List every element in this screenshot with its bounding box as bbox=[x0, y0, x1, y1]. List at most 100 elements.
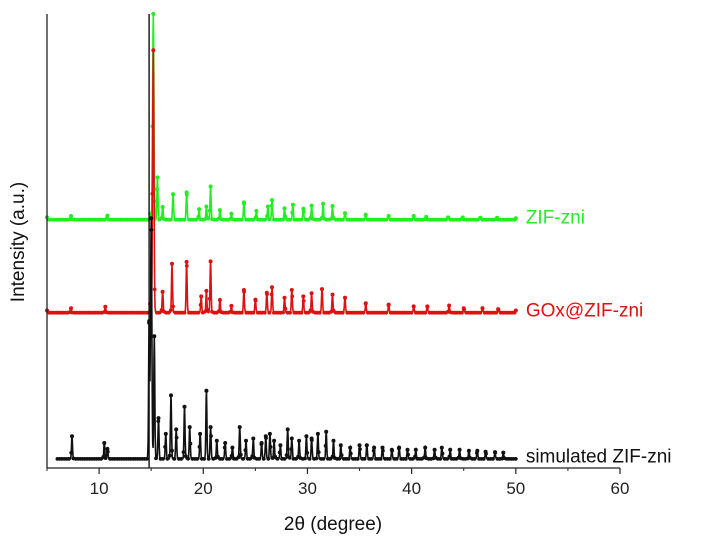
peak-point bbox=[289, 288, 294, 292]
data-point bbox=[183, 454, 188, 459]
data-point bbox=[202, 457, 207, 461]
data-point bbox=[299, 310, 304, 315]
data-point bbox=[307, 457, 312, 461]
peak-point bbox=[309, 203, 314, 208]
peak-point bbox=[483, 449, 488, 454]
data-point bbox=[196, 214, 201, 219]
peak-point bbox=[229, 303, 234, 308]
peak-point bbox=[253, 297, 258, 302]
series-line bbox=[46, 50, 517, 314]
data-point bbox=[239, 217, 244, 222]
peak-point bbox=[478, 215, 483, 220]
data-point bbox=[410, 457, 415, 461]
peak-point bbox=[446, 215, 451, 220]
peak-point bbox=[204, 288, 209, 293]
peak-point bbox=[425, 304, 430, 309]
peak-point bbox=[320, 287, 324, 292]
data-point bbox=[438, 457, 443, 461]
data-point bbox=[293, 457, 298, 461]
peak-point bbox=[460, 215, 465, 220]
data-point bbox=[340, 310, 345, 315]
peak-point bbox=[251, 436, 256, 441]
series-markers bbox=[45, 12, 518, 222]
peak-point bbox=[330, 292, 335, 297]
data-point bbox=[220, 457, 225, 461]
data-point bbox=[149, 228, 154, 232]
data-point bbox=[413, 454, 417, 459]
peak-point bbox=[315, 431, 320, 436]
peak-point bbox=[184, 259, 189, 264]
peak-point bbox=[331, 438, 336, 443]
data-point bbox=[283, 214, 288, 219]
peak-point bbox=[290, 202, 295, 207]
data-point bbox=[358, 447, 362, 451]
data-point bbox=[184, 264, 189, 268]
peak-point bbox=[170, 261, 174, 266]
peak-point bbox=[372, 445, 377, 450]
peak-point bbox=[413, 447, 418, 452]
peak-point bbox=[282, 206, 287, 211]
peak-point bbox=[285, 427, 290, 432]
data-point bbox=[168, 308, 173, 312]
data-point bbox=[150, 191, 155, 196]
data-point bbox=[144, 457, 149, 461]
data-point bbox=[491, 457, 495, 461]
data-point bbox=[337, 456, 342, 461]
series-label: GOx@ZIF-zni bbox=[526, 300, 643, 321]
data-point bbox=[387, 457, 392, 461]
data-point bbox=[166, 310, 171, 315]
data-point bbox=[216, 454, 220, 459]
x-ticks: 10 20 30 40 50 60 bbox=[46, 468, 629, 498]
data-point bbox=[168, 217, 173, 222]
data-point bbox=[331, 308, 336, 313]
data-point bbox=[170, 448, 174, 453]
peak-point bbox=[278, 443, 283, 448]
peak-point bbox=[338, 443, 343, 448]
peak-point bbox=[493, 450, 497, 455]
peak-point bbox=[198, 431, 203, 436]
peak-point bbox=[169, 393, 173, 398]
data-point bbox=[306, 310, 311, 315]
data-point bbox=[265, 214, 269, 219]
peak-point bbox=[448, 447, 453, 452]
data-point bbox=[182, 310, 187, 315]
data-point bbox=[378, 457, 383, 461]
data-point bbox=[181, 450, 186, 454]
x-tick-label: 30 bbox=[298, 479, 317, 498]
peak-point bbox=[187, 425, 192, 430]
data-point bbox=[266, 456, 271, 461]
peak-point bbox=[270, 285, 274, 290]
data-point bbox=[179, 457, 184, 461]
series-labels: ZIF-zni GOx@ZIF-zni simulated ZIF-zni bbox=[526, 207, 672, 467]
data-point bbox=[195, 457, 200, 461]
data-point bbox=[290, 210, 295, 215]
data-point bbox=[316, 450, 321, 455]
data-point bbox=[288, 310, 292, 315]
peak-point bbox=[265, 204, 270, 209]
data-point bbox=[384, 217, 389, 222]
data-point bbox=[513, 457, 518, 461]
peak-point bbox=[348, 445, 353, 450]
data-point bbox=[269, 292, 274, 297]
data-point bbox=[369, 457, 374, 461]
data-point bbox=[198, 303, 203, 307]
data-point bbox=[409, 310, 414, 315]
data-point bbox=[472, 457, 477, 461]
peak-point bbox=[199, 294, 204, 299]
data-point bbox=[403, 457, 408, 461]
data-point bbox=[301, 299, 306, 303]
data-point bbox=[406, 452, 410, 457]
data-point bbox=[152, 287, 157, 292]
data-point bbox=[301, 209, 306, 214]
y-axis-title: Intensity (a.u.) bbox=[8, 182, 29, 302]
peak-point bbox=[424, 214, 429, 219]
peak-point bbox=[105, 446, 110, 451]
peak-point bbox=[156, 416, 161, 421]
data-point bbox=[103, 456, 108, 460]
data-point bbox=[172, 457, 177, 461]
data-point bbox=[229, 453, 234, 458]
data-point bbox=[445, 457, 449, 461]
data-point bbox=[323, 444, 328, 448]
data-point bbox=[317, 310, 322, 315]
